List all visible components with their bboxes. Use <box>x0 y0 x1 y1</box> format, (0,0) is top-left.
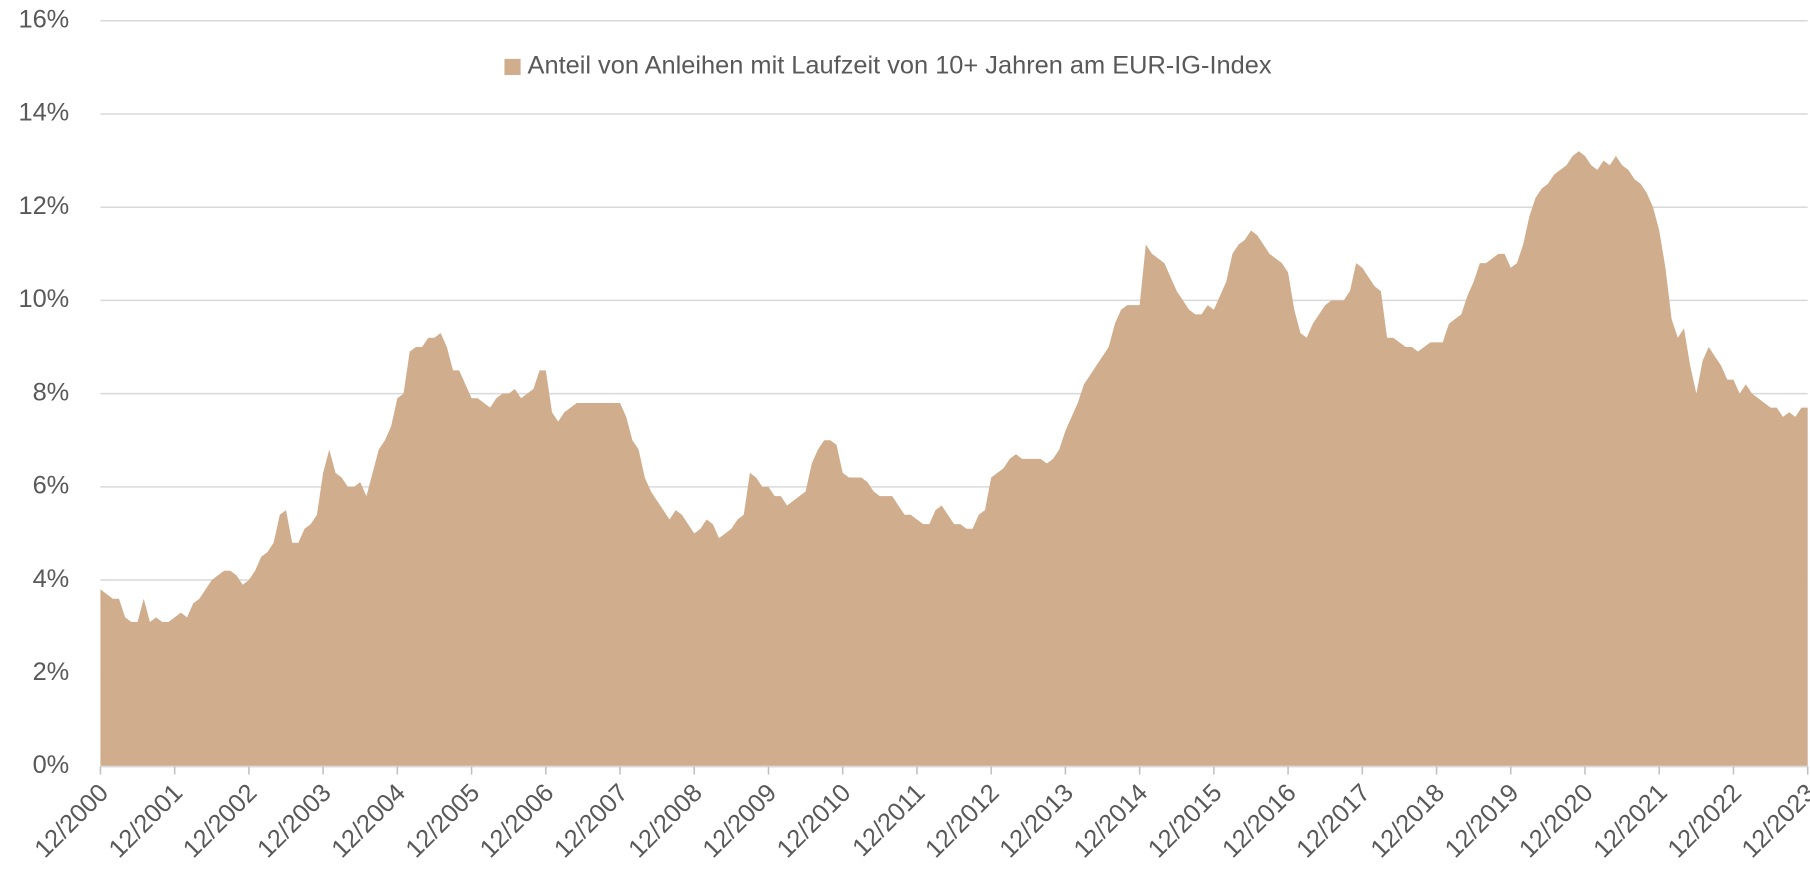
x-tick-label: 12/2022 <box>1662 779 1747 864</box>
x-tick-label: 12/2002 <box>178 779 263 864</box>
x-tick-label: 12/2015 <box>1143 779 1228 864</box>
x-tick-label: 12/2000 <box>29 779 114 864</box>
y-tick-label: 4% <box>33 565 70 593</box>
x-tick-label: 12/2018 <box>1365 779 1450 864</box>
x-tick-label: 12/2001 <box>104 779 189 864</box>
x-tick-label: 12/2013 <box>994 779 1079 864</box>
x-tick-label: 12/2011 <box>847 779 930 862</box>
x-tick-label: 12/2019 <box>1440 779 1525 864</box>
x-tick-label: 12/2006 <box>475 779 560 864</box>
x-tick-label: 12/2010 <box>772 779 857 864</box>
area <box>100 151 1808 767</box>
y-tick-label: 14% <box>18 99 69 127</box>
x-tick-label: 12/2003 <box>252 779 337 864</box>
x-tick-label: 12/2023 <box>1737 779 1810 864</box>
x-tick-label: 12/2014 <box>1069 779 1154 864</box>
x-tick-label: 12/2005 <box>401 779 486 864</box>
y-tick-label: 12% <box>18 192 69 220</box>
x-tick-label: 12/2021 <box>1588 779 1673 864</box>
y-tick-label: 16% <box>18 5 69 33</box>
legend-label: Anteil von Anleihen mit Laufzeit von 10+… <box>528 52 1272 80</box>
x-tick-label: 12/2020 <box>1514 779 1599 864</box>
x-tick-label: 12/2008 <box>623 779 708 864</box>
legend-swatch <box>504 58 521 76</box>
x-tick-label: 12/2017 <box>1291 779 1376 864</box>
x-tick-label: 12/2012 <box>920 779 1005 864</box>
y-tick-label: 6% <box>33 472 70 500</box>
y-tick-label: 8% <box>33 378 70 406</box>
x-tick-label: 12/2016 <box>1217 779 1302 864</box>
y-tick-label: 0% <box>33 751 70 779</box>
legend: Anteil von Anleihen mit Laufzeit von 10+… <box>504 52 1272 80</box>
x-tick-label: 12/2007 <box>549 779 634 864</box>
x-tick-label: 12/2009 <box>697 779 782 864</box>
x-tick-label: 12/2004 <box>326 779 411 864</box>
y-tick-label: 10% <box>18 285 69 313</box>
y-tick-label: 2% <box>33 658 70 686</box>
